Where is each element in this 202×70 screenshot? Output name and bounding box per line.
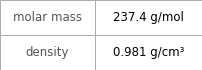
Text: 0.981 g/cm³: 0.981 g/cm³ [113, 46, 184, 59]
Text: molar mass: molar mass [13, 11, 82, 24]
Text: density: density [26, 46, 69, 59]
Text: 237.4 g/mol: 237.4 g/mol [113, 11, 184, 24]
